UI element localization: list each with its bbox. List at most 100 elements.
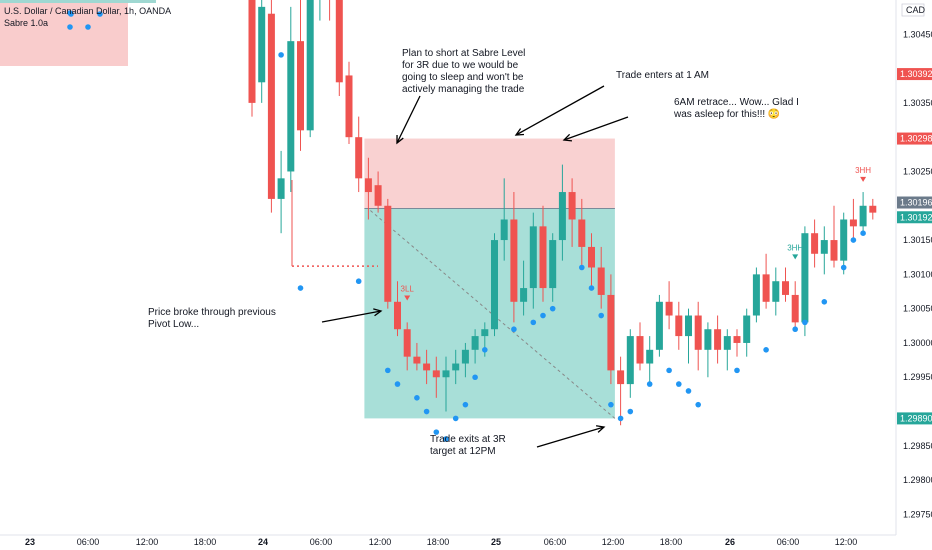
candle-body: [355, 137, 363, 179]
annotation-entry: Trade enters at 1 AM: [616, 70, 710, 81]
candle-body: [471, 336, 479, 350]
candle-body: [655, 301, 663, 350]
sabre-dot: [617, 415, 624, 422]
sabre-dot: [598, 312, 604, 319]
candle-body: [364, 178, 372, 193]
time-tick: 12:00: [602, 537, 625, 547]
sabre-dot: [462, 401, 469, 408]
annotation-arrow: [321, 310, 382, 323]
time-tick: 06:00: [777, 537, 800, 547]
sabre-dot: [549, 305, 556, 312]
candle-body: [607, 294, 615, 371]
time-tick: 26: [725, 537, 735, 547]
sabre-dot: [792, 326, 798, 333]
candles-layer: [248, 0, 877, 426]
price-label: 1.30298: [900, 134, 932, 144]
candle-body: [588, 246, 595, 268]
sabre-dot: [734, 367, 740, 374]
sabre-dot: [67, 24, 73, 30]
time-tick: 24: [258, 537, 268, 547]
candle-body: [287, 41, 295, 172]
sabre-dot: [482, 347, 488, 353]
time-tick: 23: [25, 537, 35, 547]
sabre-dot: [452, 415, 459, 422]
indicator-label[interactable]: Sabre 1.0a: [4, 18, 49, 28]
annotation-arrow: [396, 95, 421, 144]
annotation-arrow: [536, 426, 605, 448]
candle-body: [665, 301, 673, 316]
currency-box: [901, 3, 925, 17]
candle-body: [500, 219, 508, 241]
candle-body: [529, 226, 537, 289]
price-label: 1.30192: [900, 212, 932, 222]
time-tick: 06:00: [544, 537, 567, 547]
sabre-dot: [646, 381, 653, 387]
price-tick: 1.29950: [903, 372, 932, 382]
dots-layer: 3LL 3HH 3HH: [67, 10, 871, 442]
price-label-box: [897, 132, 932, 145]
price-tick: 1.30000: [903, 338, 932, 348]
sabre-dot: [472, 374, 478, 381]
candle-body: [277, 178, 285, 199]
candle-body: [723, 336, 731, 350]
sabre-dot: [588, 285, 595, 291]
candle-body: [520, 288, 528, 302]
time-tick: 12:00: [835, 537, 858, 547]
symbol-title: U.S. Dollar / Canadian Dollar, 1h, OANDA: [4, 6, 172, 16]
sabre-dot: [860, 230, 866, 237]
sabre-dot: [530, 319, 537, 326]
candle-body: [345, 75, 353, 138]
sabre-dot: [414, 395, 420, 401]
candle-body: [646, 349, 654, 364]
sabre-dot: [840, 264, 847, 271]
sabre-dot: [627, 408, 634, 415]
sabre-dot: [850, 237, 857, 243]
candle-body: [452, 363, 460, 371]
time-tick: 25: [491, 537, 501, 547]
sabre-dot: [540, 312, 546, 319]
candle-body: [859, 205, 867, 227]
pivot-label: 3HH: [787, 243, 803, 252]
candle-body: [801, 233, 809, 323]
time-tick: 18:00: [427, 537, 450, 547]
stop-loss-zone: [364, 138, 615, 209]
candle-body: [578, 219, 586, 247]
candle-body: [694, 315, 702, 350]
time-tick: 06:00: [77, 537, 100, 547]
sabre-dot: [85, 24, 91, 30]
time-tick: 18:00: [194, 537, 217, 547]
candle-body: [762, 274, 770, 302]
candle-body: [432, 370, 440, 378]
candle-body: [597, 267, 605, 295]
pivot-marker: [860, 176, 867, 182]
time-axis: 23 06:00 12:00 18:00 24 06:00 12:00 18:00 25 06:0…: [0, 534, 896, 547]
price-label-box: [897, 211, 932, 224]
price-axis: 1.30450 1.30350 1.30250 1.30150 1.30100 1.300…: [895, 0, 932, 535]
currency-label: CAD: [906, 5, 926, 15]
candle-body: [714, 329, 722, 350]
candle-body: [820, 240, 828, 254]
candle-body: [442, 370, 450, 378]
price-label: 1.30392: [900, 69, 932, 79]
sabre-dot: [685, 388, 692, 394]
sabre-dot: [423, 408, 430, 415]
previous-zone: [0, 0, 128, 66]
time-tick: 12:00: [136, 537, 159, 547]
candle-body: [849, 219, 857, 227]
sabre-dot: [579, 264, 585, 271]
sabre-dot: [821, 298, 828, 305]
candle-body: [617, 370, 625, 385]
candle-body: [830, 240, 838, 261]
arrow-head: [595, 425, 606, 433]
sabre-dot: [394, 381, 401, 387]
time-tick: 18:00: [660, 537, 683, 547]
candle-body: [791, 294, 799, 323]
candle-body: [335, 0, 343, 83]
time-tick: 06:00: [310, 537, 333, 547]
candle-body: [481, 329, 489, 337]
candle-body: [675, 315, 683, 337]
candle-body: [743, 315, 751, 343]
sabre-dot: [695, 401, 701, 408]
time-tick: 12:00: [369, 537, 392, 547]
